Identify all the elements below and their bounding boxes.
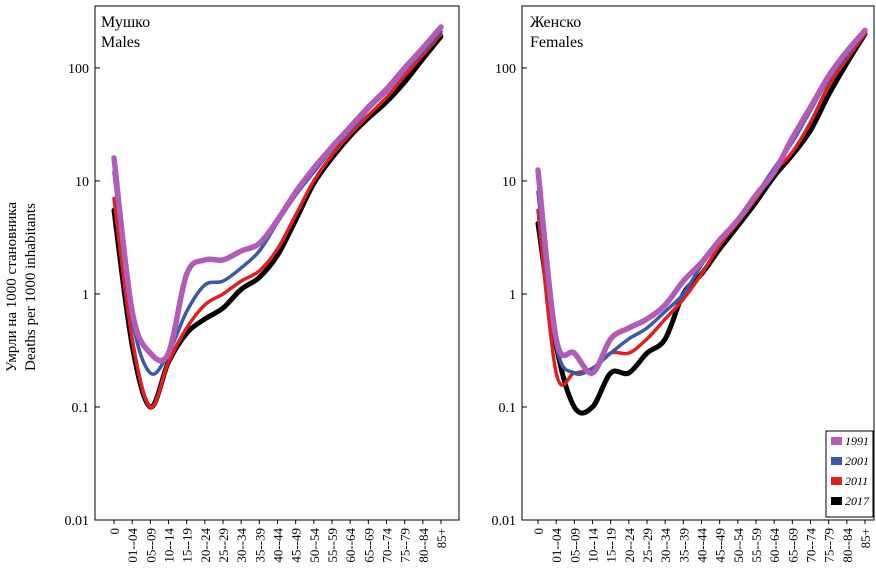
x-tick-labels: 0 01--04 05--09 10--14 15--19 20--24 25--29 30-… xyxy=(107,520,449,563)
legend-swatch-2001 xyxy=(831,457,842,465)
legend-label-2001: 2001 xyxy=(845,454,869,468)
y-tick-label: 0.1 xyxy=(72,401,90,416)
x-tick-label: 35--39 xyxy=(252,528,267,563)
series-lines xyxy=(535,27,868,416)
series-lines xyxy=(111,24,444,410)
x-tick-label: 50--54 xyxy=(307,528,322,563)
legend-swatch-1991 xyxy=(831,437,842,445)
x-tick-label: 70--74 xyxy=(380,528,395,563)
y-tick-label: 10 xyxy=(75,175,89,190)
plot-frame xyxy=(521,5,875,521)
x-tick-label: 60--64 xyxy=(343,528,358,563)
chart-panel-females: Женско Females 0.01 0.1 1 10 100 0 01--04 05--… xyxy=(492,5,875,563)
x-tick-label: 80--84 xyxy=(840,528,855,563)
x-tick-label: 05--09 xyxy=(143,528,158,563)
x-tick-label: 35--39 xyxy=(676,528,691,563)
x-tick-label: 80--84 xyxy=(416,528,431,563)
x-tick-labels: 0 01--04 05--09 10--14 15--19 20--24 25--29 30-… xyxy=(531,520,873,563)
x-tick-label: 01--04 xyxy=(125,528,140,563)
legend-label-2011: 2011 xyxy=(845,474,868,488)
y-tick-label: 1 xyxy=(509,288,516,303)
y-tick-label: 1 xyxy=(82,288,89,303)
panel-title: Женско xyxy=(530,14,581,31)
y-tick-label: 0.01 xyxy=(492,514,517,529)
x-tick-label: 25--29 xyxy=(216,528,231,563)
y-tick-labels: 0.01 0.1 1 10 100 xyxy=(65,62,100,529)
x-tick-label: 0 xyxy=(107,528,122,535)
y-axis-label-group: Умрли на 1000 становника Deaths per 1000… xyxy=(4,202,39,372)
x-tick-label: 20--24 xyxy=(622,528,637,563)
x-tick-label: 40--44 xyxy=(695,528,710,563)
y-tick-label: 100 xyxy=(495,62,516,77)
series-line-1991 xyxy=(535,27,868,376)
y-tick-label: 100 xyxy=(68,62,89,77)
x-tick-label: 45--49 xyxy=(713,528,728,563)
series-line-2011 xyxy=(536,32,867,387)
x-tick-label: 01--04 xyxy=(549,528,564,563)
x-tick-label: 15--19 xyxy=(604,528,619,563)
panel-subtitle: Females xyxy=(530,34,583,51)
legend-swatch-2011 xyxy=(831,477,842,485)
series-line-2011 xyxy=(112,32,443,409)
x-tick-label: 85+ xyxy=(858,528,873,548)
x-tick-label: 65--69 xyxy=(785,528,800,563)
x-tick-label: 70--74 xyxy=(804,528,819,563)
x-tick-label: 25--29 xyxy=(640,528,655,563)
x-tick-label: 15--19 xyxy=(180,528,195,563)
y-tick-label: 10 xyxy=(502,175,516,190)
x-tick-label: 40--44 xyxy=(271,528,286,563)
legend-label-1991: 1991 xyxy=(845,434,869,448)
x-tick-label: 05--09 xyxy=(567,528,582,563)
x-tick-label: 60--64 xyxy=(767,528,782,563)
panel-subtitle: Males xyxy=(101,34,140,51)
x-tick-label: 65--69 xyxy=(361,528,376,563)
x-tick-label: 85+ xyxy=(434,528,449,548)
y-tick-labels: 0.01 0.1 1 10 100 xyxy=(492,62,527,529)
legend-swatch-2017 xyxy=(831,497,842,505)
y-tick-label: 0.01 xyxy=(65,514,90,529)
chart-panel-males: Мушко Males 0.01 0.1 1 10 100 0 01--04 05--09 1… xyxy=(65,5,460,563)
x-tick-label: 55--59 xyxy=(749,528,764,563)
x-tick-label: 10--14 xyxy=(162,528,177,563)
legend: 1991 2001 2011 2017 xyxy=(825,430,874,518)
series-line-2001 xyxy=(536,29,867,377)
x-tick-label: 55--59 xyxy=(325,528,340,563)
series-line-1991 xyxy=(111,24,444,364)
y-tick-label: 0.1 xyxy=(499,401,517,416)
x-tick-label: 30--34 xyxy=(658,528,673,563)
x-tick-label: 75--79 xyxy=(398,528,413,563)
panel-title: Мушко xyxy=(101,14,150,31)
series-line-2017 xyxy=(535,31,868,416)
x-tick-label: 20--24 xyxy=(198,528,213,563)
y-axis-label-bg: Умрли на 1000 становника xyxy=(4,202,20,372)
y-axis-label-en: Deaths per 1000 inhabitants xyxy=(23,203,39,371)
x-tick-label: 0 xyxy=(531,528,546,535)
x-tick-label: 75--79 xyxy=(822,528,837,563)
x-tick-label: 30--34 xyxy=(234,528,249,563)
x-tick-label: 10--14 xyxy=(586,528,601,563)
x-tick-label: 50--54 xyxy=(731,528,746,563)
legend-label-2017: 2017 xyxy=(845,494,870,508)
x-tick-label: 45--49 xyxy=(289,528,304,563)
